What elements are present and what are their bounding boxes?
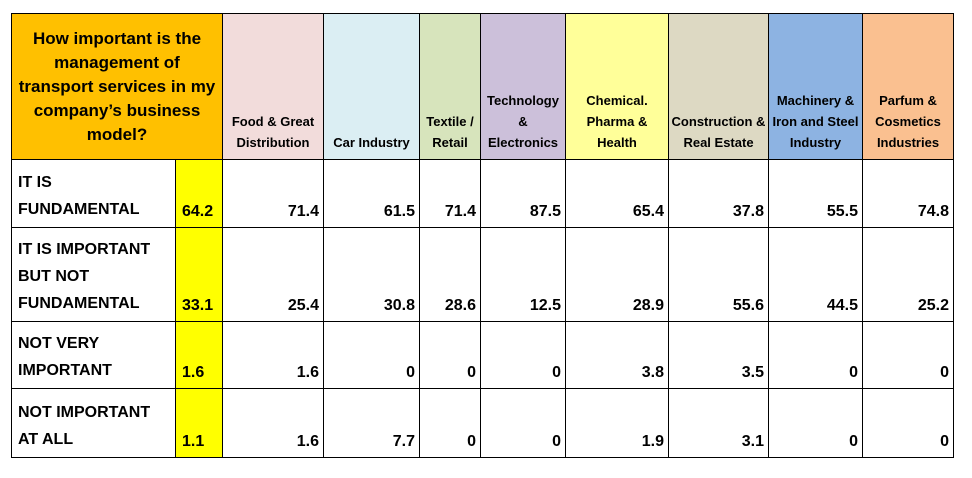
value-cell: 55.6: [668, 227, 769, 322]
value-cell: 87.5: [480, 159, 566, 228]
value-cell: 55.5: [768, 159, 863, 228]
value-cell: 0: [419, 388, 481, 458]
col-header-car: Car Industry: [323, 13, 420, 160]
col-header-textile: Textile / Retail: [419, 13, 481, 160]
value-cell: 0: [480, 321, 566, 389]
value-cell: 3.1: [668, 388, 769, 458]
value-cell: 65.4: [565, 159, 669, 228]
col-header-chemical: Chemical. Pharma & Health: [565, 13, 669, 160]
header-row: How important is the management of trans…: [11, 13, 954, 160]
value-cell: 71.4: [419, 159, 481, 228]
table-row: IT IS FUNDAMENTAL 64.2 71.4 61.5 71.4 87…: [11, 159, 954, 228]
value-cell: 3.5: [668, 321, 769, 389]
table-row: NOT VERY IMPORTANT 1.6 1.6 0 0 0 3.8 3.5…: [11, 321, 954, 389]
col-header-machinery: Machinery & Iron and Steel Industry: [768, 13, 863, 160]
value-cell: 1.6: [222, 388, 324, 458]
value-cell: 0: [419, 321, 481, 389]
table-row: IT IS IMPORTANT BUT NOT FUNDAMENTAL 33.1…: [11, 227, 954, 322]
table-row: NOT IMPORTANT AT ALL 1.1 1.6 7.7 0 0 1.9…: [11, 388, 954, 458]
value-cell: 0: [480, 388, 566, 458]
value-cell: 0: [862, 388, 954, 458]
value-cell: 28.6: [419, 227, 481, 322]
row-label: NOT VERY IMPORTANT: [11, 321, 176, 389]
value-cell: 71.4: [222, 159, 324, 228]
row-label: NOT IMPORTANT AT ALL: [11, 388, 176, 458]
importance-table: How important is the management of trans…: [11, 13, 954, 458]
total-cell: 33.1: [175, 227, 223, 322]
value-cell: 12.5: [480, 227, 566, 322]
value-cell: 74.8: [862, 159, 954, 228]
corner-title: How important is the management of trans…: [11, 13, 223, 160]
total-cell: 64.2: [175, 159, 223, 228]
total-cell: 1.6: [175, 321, 223, 389]
col-header-food: Food & Great Distribution: [222, 13, 324, 160]
value-cell: 0: [323, 321, 420, 389]
value-cell: 7.7: [323, 388, 420, 458]
value-cell: 30.8: [323, 227, 420, 322]
value-cell: 44.5: [768, 227, 863, 322]
col-header-parfum: Parfum & Cosmetics Industries: [862, 13, 954, 160]
row-label: IT IS FUNDAMENTAL: [11, 159, 176, 228]
value-cell: 0: [768, 388, 863, 458]
value-cell: 28.9: [565, 227, 669, 322]
value-cell: 1.6: [222, 321, 324, 389]
value-cell: 37.8: [668, 159, 769, 228]
value-cell: 3.8: [565, 321, 669, 389]
value-cell: 61.5: [323, 159, 420, 228]
total-cell: 1.1: [175, 388, 223, 458]
value-cell: 1.9: [565, 388, 669, 458]
col-header-technology: Technology & Electronics: [480, 13, 566, 160]
value-cell: 0: [862, 321, 954, 389]
value-cell: 25.4: [222, 227, 324, 322]
col-header-construction: Construction & Real Estate: [668, 13, 769, 160]
row-label: IT IS IMPORTANT BUT NOT FUNDAMENTAL: [11, 227, 176, 322]
value-cell: 0: [768, 321, 863, 389]
value-cell: 25.2: [862, 227, 954, 322]
